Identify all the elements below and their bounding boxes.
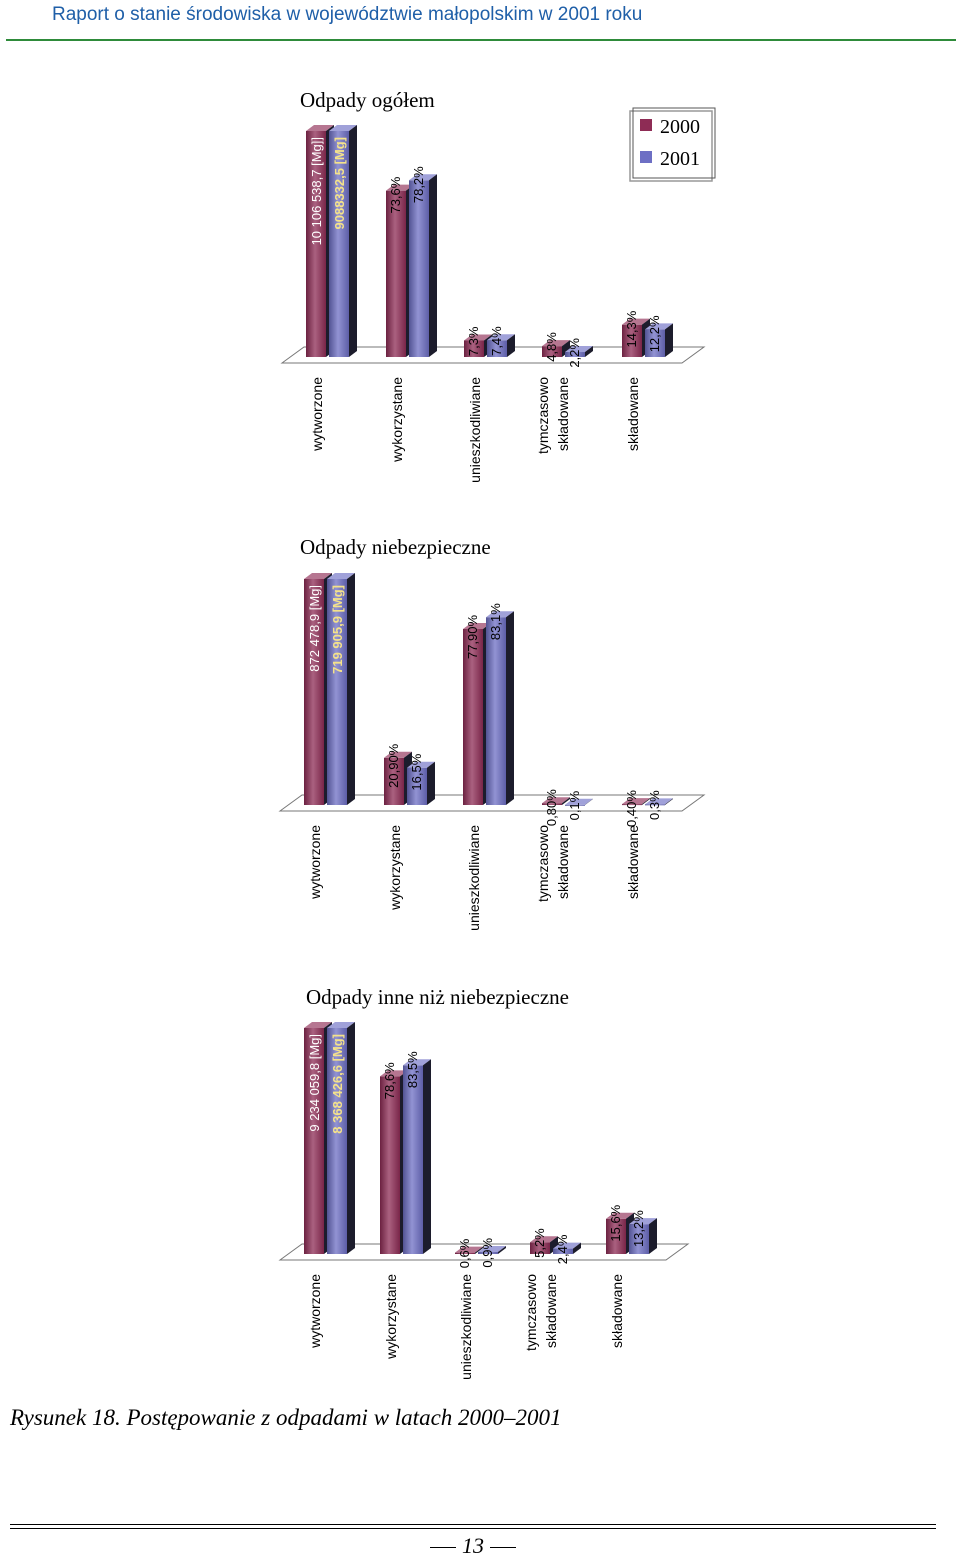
data-label: 0,9% (480, 1238, 495, 1268)
chart-title: Odpady niebezpieczne (300, 535, 491, 559)
footer-rule (10, 1528, 936, 1529)
bar-2001-4 (645, 798, 673, 806)
category-label: składowane (625, 825, 641, 899)
bar-2001-2 (478, 1245, 506, 1254)
bar-2001-1 (403, 1059, 431, 1254)
chart-legend: 2000 2001 (629, 107, 716, 182)
bar-2001-4 (645, 323, 673, 357)
bar-2001-3 (553, 1242, 581, 1254)
data-label: 12,2% (647, 315, 662, 352)
bar-2000-4 (622, 798, 650, 806)
category-label: tymczasowo (535, 377, 551, 454)
data-label: 13,2% (631, 1210, 646, 1247)
chart-title: Odpady ogółem (300, 88, 435, 112)
data-label: 10 106 538,7 [Mg]] (309, 137, 324, 245)
bar-2001-2 (486, 611, 514, 805)
header-rule (6, 39, 956, 41)
bar-2001-0 (327, 1022, 355, 1254)
category-label: unieszkodliwiane (458, 1274, 474, 1380)
data-label: 83,1% (488, 603, 503, 640)
data-label: 20,90% (386, 743, 401, 788)
bar-2001-2 (487, 334, 515, 357)
category-label: wykorzystane (387, 825, 403, 911)
category-label: tymczasowo (535, 825, 551, 902)
data-label: 7,3% (466, 326, 481, 356)
category-label: tymczasowo (523, 1274, 539, 1351)
legend-label-2000: 2000 (660, 116, 700, 138)
bar-2000-3 (530, 1236, 558, 1254)
data-label: 7,4% (489, 326, 504, 356)
category-label: składowane (625, 377, 641, 451)
data-label: 0,3% (647, 790, 662, 820)
data-label: 719 905,9 [Mg] (330, 585, 345, 674)
category-label: wykorzystane (389, 377, 405, 463)
data-label: 4,8% (544, 332, 559, 362)
data-label: 78,6% (382, 1062, 397, 1099)
data-label: 2,2% (567, 338, 582, 368)
report-header-title: Raport o stanie środowiska w województwi… (52, 4, 643, 25)
data-label: 15,6% (608, 1204, 623, 1241)
footer-rule (10, 1524, 936, 1525)
chart-odpady-niebezpieczne: Odpady niebezpieczne 872 478,9 [Mg] 719 90… (278, 535, 706, 931)
bar-2000-3 (542, 797, 570, 805)
chart-floor (278, 794, 706, 812)
bar-2001-3 (565, 798, 593, 806)
data-label: 9088332,5 [Mg] (332, 137, 347, 230)
data-label: 73,6% (388, 176, 403, 213)
category-label: składowane (543, 1274, 559, 1348)
data-label: 16,5% (409, 753, 424, 790)
category-label: wytworzone (309, 377, 325, 452)
page-number-value: 13 (462, 1533, 484, 1558)
chart-odpady-ogolem: Odpady ogółem 10 106 538,7 [Mg]] 9088332,5… (280, 88, 716, 483)
bar-2001-3 (565, 346, 593, 357)
data-label: 2,4% (555, 1234, 570, 1264)
bar-2001-0 (329, 125, 357, 357)
data-label: 0,40% (624, 790, 639, 827)
category-label: unieszkodliwiane (466, 825, 482, 931)
legend-swatch-2001 (640, 151, 652, 163)
category-label: wytworzone (307, 825, 323, 900)
legend-label-2001: 2001 (660, 148, 700, 170)
category-label: składowane (555, 377, 571, 451)
data-label: 77,90% (465, 615, 480, 660)
bar-2001-0 (327, 573, 355, 805)
data-label: 0,6% (457, 1238, 472, 1268)
category-label: wytworzone (307, 1274, 323, 1349)
category-label: wykorzystane (383, 1274, 399, 1360)
data-label: 8 368 426,6 [Mg] (330, 1034, 345, 1134)
data-label: 5,2% (532, 1228, 547, 1258)
chart-floor (278, 1243, 690, 1261)
data-label: 83,5% (405, 1051, 420, 1088)
data-label: 872 478,9 [Mg] (307, 585, 322, 672)
chart-title: Odpady inne niż niebezpieczne (306, 985, 569, 1009)
page-number: 13 (0, 1533, 946, 1559)
bar-2000-2 (455, 1246, 483, 1254)
data-label: 14,3% (624, 310, 639, 347)
data-label: 0,80% (544, 789, 559, 826)
category-label: składowane (609, 1274, 625, 1348)
category-label: unieszkodliwiane (467, 377, 483, 483)
bar-2000-1 (386, 184, 414, 357)
data-label: 9 234 059,8 [Mg] (307, 1034, 322, 1132)
chart-floor (280, 346, 706, 364)
bar-2000-3 (542, 340, 570, 357)
category-label: składowane (555, 825, 571, 899)
figure-caption: Rysunek 18. Postępowanie z odpadami w la… (10, 1405, 562, 1430)
chart-odpady-inne: Odpady inne niż niebezpieczne 9 234 059,8… (278, 985, 690, 1380)
bar-2001-4 (629, 1218, 657, 1254)
legend-swatch-2000 (640, 119, 652, 131)
data-label: 78,2% (411, 166, 426, 203)
bar-2001-1 (409, 174, 437, 357)
data-label: 0,1% (567, 790, 582, 820)
bar-2001-1 (407, 761, 435, 805)
